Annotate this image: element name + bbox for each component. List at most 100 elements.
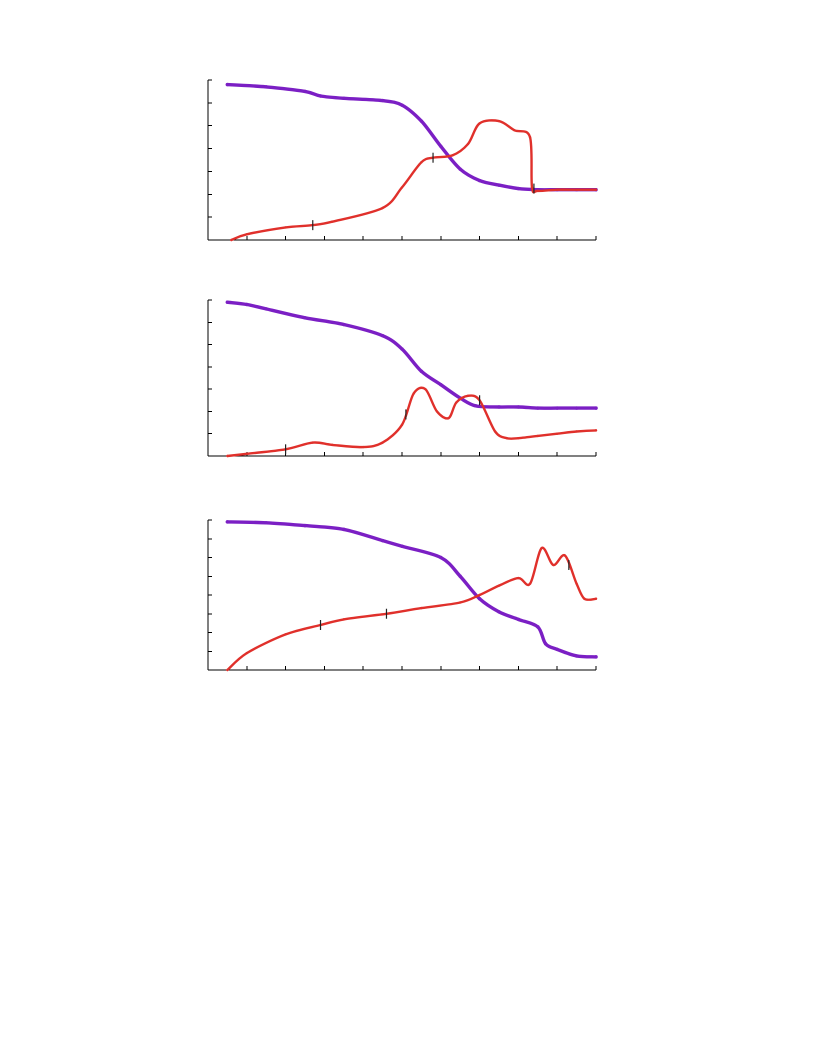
data-point	[400, 544, 404, 548]
data-point	[459, 601, 462, 604]
data-point	[594, 429, 598, 432]
data-point	[594, 597, 598, 600]
data-point	[380, 333, 385, 338]
data-point	[497, 584, 501, 587]
data-point	[497, 405, 501, 409]
data-point	[420, 606, 423, 610]
series-line-2	[230, 119, 598, 242]
data-point	[528, 582, 532, 585]
data-point	[513, 129, 516, 132]
data-point	[575, 188, 578, 191]
data-point	[536, 189, 539, 193]
series-line-1	[225, 520, 598, 659]
data-point	[381, 206, 384, 210]
data-point	[574, 406, 579, 410]
data-point	[478, 122, 481, 125]
data-point	[505, 436, 508, 440]
data-point	[530, 186, 534, 189]
data-point	[245, 651, 248, 655]
data-point	[594, 655, 598, 659]
data-point	[303, 316, 307, 320]
data-point	[563, 554, 567, 557]
data-point	[516, 186, 521, 191]
data-point	[497, 119, 501, 123]
data-point	[458, 167, 462, 171]
series-group	[225, 300, 598, 458]
data-point	[493, 430, 497, 433]
data-point	[583, 597, 586, 600]
data-point	[400, 186, 404, 189]
series-line-2	[226, 386, 598, 458]
data-point	[419, 369, 424, 374]
series-group	[225, 82, 598, 242]
data-point	[330, 443, 334, 447]
data-point	[230, 238, 233, 242]
data-point	[497, 183, 501, 187]
data-point	[497, 610, 501, 614]
chart-panel-1	[207, 79, 598, 242]
data-point	[536, 625, 540, 629]
data-point	[575, 582, 578, 585]
data-point	[594, 406, 598, 410]
data-point	[477, 597, 482, 601]
data-point	[474, 404, 478, 408]
data-point	[245, 452, 248, 455]
data-point	[264, 307, 268, 311]
data-point	[225, 520, 230, 524]
data-point	[424, 387, 427, 391]
data-point	[342, 322, 346, 327]
data-point	[466, 142, 470, 146]
data-point	[540, 546, 543, 550]
data-point	[342, 618, 345, 621]
data-point	[439, 382, 443, 387]
data-point	[439, 555, 443, 560]
data-point	[556, 188, 559, 191]
data-point	[594, 188, 598, 191]
data-point	[311, 441, 314, 444]
data-point	[380, 98, 385, 103]
data-point	[435, 410, 439, 413]
data-point	[400, 423, 404, 426]
data-point	[412, 392, 415, 395]
data-point	[362, 445, 365, 449]
data-point	[466, 394, 470, 398]
data-point	[451, 154, 454, 157]
data-point	[543, 642, 548, 646]
data-point	[439, 144, 443, 148]
data-point	[303, 89, 307, 94]
data-point	[555, 647, 559, 652]
data-point	[552, 563, 555, 567]
data-point	[303, 523, 307, 528]
data-point	[318, 94, 323, 98]
data-point	[400, 103, 404, 107]
data-point	[225, 82, 230, 87]
data-point	[284, 226, 287, 229]
data-point	[536, 434, 539, 438]
series-line-2	[226, 546, 598, 672]
data-point	[226, 668, 229, 672]
data-point	[574, 654, 579, 658]
data-point	[575, 430, 578, 433]
data-point	[342, 96, 346, 100]
data-point	[516, 405, 521, 409]
data-point	[264, 85, 268, 89]
data-point	[528, 135, 532, 139]
data-point	[342, 527, 346, 532]
data-point	[264, 521, 268, 525]
data-point	[517, 576, 520, 580]
data-point	[225, 300, 230, 304]
data-point	[478, 593, 481, 597]
data-point	[556, 432, 559, 435]
data-point	[458, 574, 462, 578]
data-point	[447, 416, 450, 420]
data-point	[455, 401, 458, 404]
data-point	[536, 406, 540, 410]
data-point	[477, 178, 482, 183]
chart-panel-3	[207, 519, 598, 672]
data-point	[284, 633, 287, 636]
data-point	[419, 119, 424, 123]
data-point	[380, 538, 385, 543]
chart-panel-2	[207, 299, 598, 458]
data-point	[555, 406, 559, 410]
